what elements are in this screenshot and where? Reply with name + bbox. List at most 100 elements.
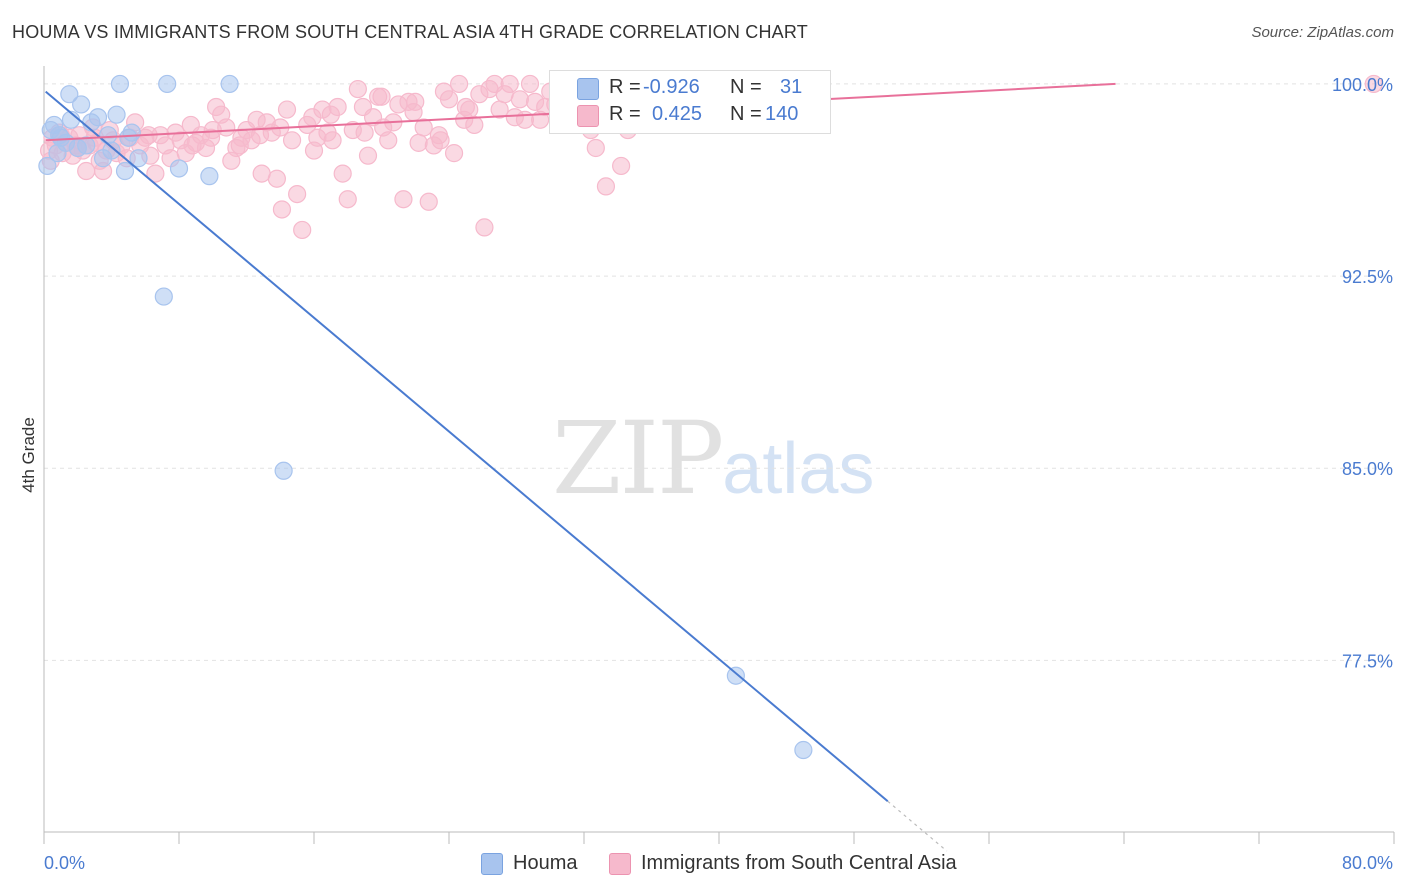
axis-labels: 100.0% 92.5% 85.0% 77.5% 0.0% 80.0% 4th Grade bbox=[19, 75, 1393, 873]
source-label: Source: ZipAtlas.com bbox=[1251, 24, 1394, 41]
legend-row-houma: R = -0.926 N = 31 bbox=[550, 75, 830, 101]
houma-point bbox=[38, 156, 57, 176]
y-tick-label: 92.5% bbox=[1342, 267, 1393, 287]
houma-point bbox=[102, 141, 121, 160]
r-label: R = bbox=[609, 103, 641, 125]
legend-label-houma: Houma bbox=[513, 852, 578, 874]
immigrants-point bbox=[419, 192, 438, 211]
houma-point bbox=[119, 128, 138, 147]
chart-title: HOUMA VS IMMIGRANTS FROM SOUTH CENTRAL A… bbox=[12, 22, 808, 42]
immigrants-point bbox=[183, 136, 202, 155]
houma-point bbox=[51, 128, 70, 147]
immigrants-point bbox=[510, 90, 529, 109]
immigrants-point bbox=[372, 87, 391, 106]
immigrants-point bbox=[379, 131, 398, 150]
immigrants-point bbox=[272, 200, 292, 219]
r-label: R = bbox=[609, 76, 641, 98]
immigrants-point bbox=[358, 146, 378, 165]
immigrants-point bbox=[252, 164, 271, 183]
houma-point bbox=[158, 74, 177, 94]
immigrants-point bbox=[321, 105, 340, 124]
houma-point bbox=[72, 95, 91, 114]
immigrants-point bbox=[612, 156, 631, 176]
immigrants-point bbox=[596, 177, 616, 196]
immigrants-point bbox=[465, 115, 484, 135]
immigrants-point bbox=[333, 164, 352, 183]
immigrants-point bbox=[230, 136, 249, 155]
immigrants-point bbox=[409, 133, 428, 152]
watermark-zip: ZIP bbox=[552, 400, 724, 517]
immigrants-point bbox=[450, 74, 469, 94]
axes bbox=[43, 66, 1395, 844]
houma-point bbox=[169, 159, 189, 178]
x-tick-label: 80.0% bbox=[1342, 853, 1393, 873]
watermark-atlas: atlas bbox=[722, 429, 875, 509]
legend-label-immigrants: Immigrants from South Central Asia bbox=[641, 852, 957, 874]
immigrants-point bbox=[431, 131, 450, 150]
houma-point bbox=[110, 74, 130, 94]
immigrants-point bbox=[500, 74, 519, 94]
houma-point bbox=[274, 461, 293, 480]
n-label: N = bbox=[730, 76, 762, 98]
immigrants-point bbox=[250, 126, 270, 145]
immigrants-point bbox=[203, 120, 222, 140]
houma-point bbox=[129, 149, 148, 168]
n-value: 31 bbox=[780, 76, 803, 98]
immigrants-point bbox=[338, 190, 357, 209]
r-value: 0.425 bbox=[652, 103, 703, 125]
y-tick-label: 77.5% bbox=[1342, 651, 1393, 671]
immigrants-point bbox=[586, 138, 605, 158]
houma-point bbox=[154, 287, 173, 306]
y-tick-label: 100.0% bbox=[1332, 75, 1393, 95]
houma-point bbox=[794, 740, 813, 760]
immigrants-point bbox=[439, 90, 459, 109]
immigrants-point bbox=[475, 218, 494, 237]
immigrants-point bbox=[456, 97, 475, 117]
immigrants-point bbox=[277, 100, 297, 119]
immigrants-point bbox=[288, 184, 307, 204]
houma-trend-extension bbox=[887, 800, 948, 852]
immigrants-point bbox=[348, 79, 367, 99]
stats-legend: R = -0.926 N = 31 R = 0.425 N = 140 bbox=[549, 70, 831, 134]
legend-swatch-immigrants bbox=[577, 105, 599, 127]
immigrants-point bbox=[520, 74, 540, 94]
immigrants-point bbox=[267, 169, 286, 188]
immigrants-point bbox=[394, 190, 413, 209]
x-tick-label: 0.0% bbox=[44, 853, 85, 873]
houma-point bbox=[77, 136, 96, 155]
legend-row-immigrants: R = 0.425 N = 140 bbox=[550, 102, 830, 128]
trend-lines bbox=[45, 82, 1116, 852]
houma-trend-line bbox=[45, 90, 889, 803]
r-value: -0.926 bbox=[643, 76, 700, 98]
immigrants-point bbox=[304, 141, 324, 160]
immigrants-point bbox=[146, 164, 165, 183]
n-value: 140 bbox=[765, 103, 799, 125]
immigrants-point bbox=[1364, 74, 1383, 94]
legend-swatch-houma bbox=[481, 853, 503, 875]
watermark: ZIPatlas bbox=[552, 400, 874, 517]
grid-lines bbox=[44, 83, 1394, 661]
immigrants-point bbox=[414, 118, 433, 137]
data-points bbox=[38, 74, 1383, 760]
legend-swatch-immigrants bbox=[609, 853, 631, 875]
y-axis-label: 4th Grade bbox=[19, 417, 38, 493]
houma-point bbox=[107, 105, 126, 124]
houma-point bbox=[220, 74, 239, 94]
houma-point bbox=[115, 161, 135, 181]
immigrants-point bbox=[323, 131, 342, 150]
immigrants-point bbox=[406, 92, 425, 111]
houma-point bbox=[88, 108, 108, 127]
y-tick-label: 85.0% bbox=[1342, 459, 1393, 479]
houma-point bbox=[60, 85, 79, 104]
houma-point bbox=[48, 144, 67, 163]
immigrants-point bbox=[444, 144, 464, 163]
immigrants-point bbox=[355, 123, 374, 142]
houma-point bbox=[726, 666, 745, 685]
immigrants-point bbox=[293, 220, 312, 240]
n-label: N = bbox=[730, 103, 762, 125]
immigrants-point bbox=[282, 131, 302, 150]
houma-point bbox=[200, 167, 219, 186]
legend-swatch-houma bbox=[577, 78, 599, 100]
houma-point bbox=[99, 126, 118, 145]
